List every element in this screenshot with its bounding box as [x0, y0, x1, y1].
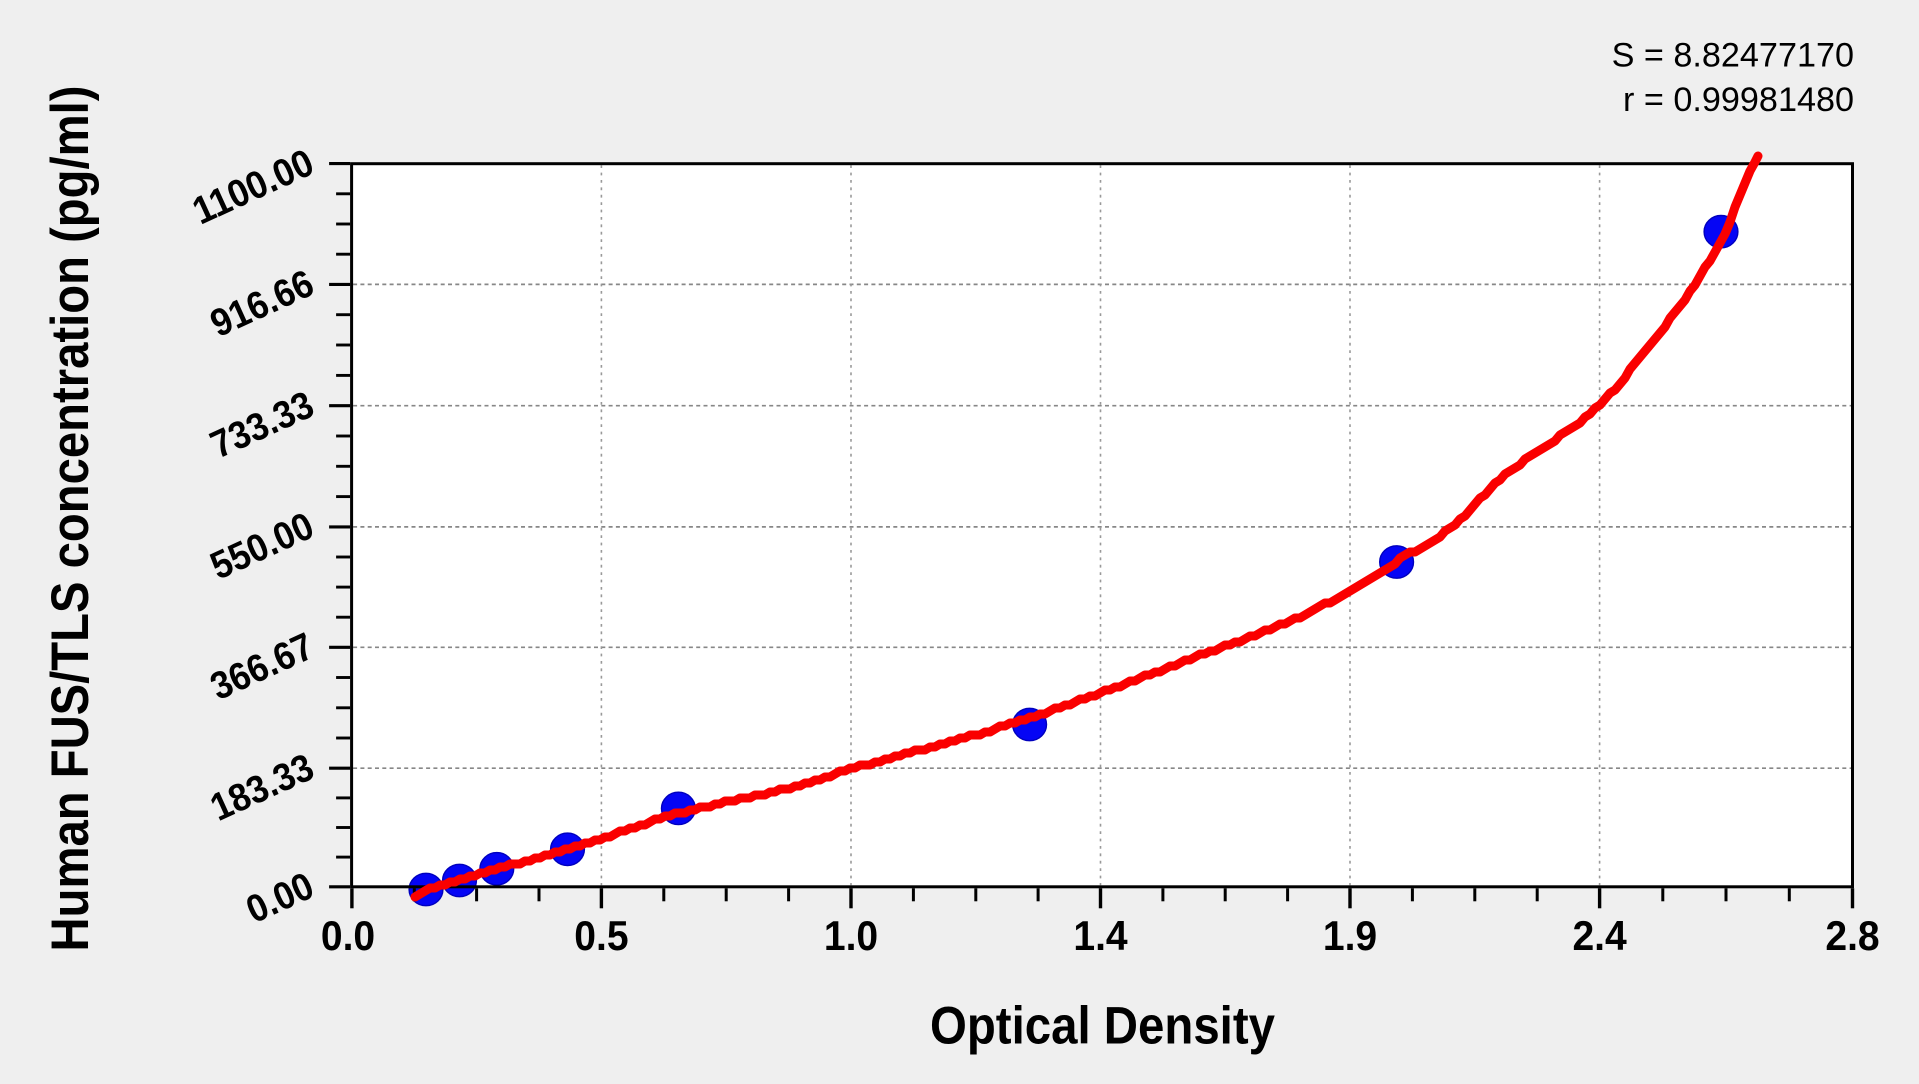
svg-text:S = 8.82477170: S = 8.82477170 [1612, 37, 1854, 75]
svg-text:1.9: 1.9 [1323, 912, 1377, 959]
svg-text:2.8: 2.8 [1825, 912, 1879, 959]
svg-text:1.4: 1.4 [1073, 912, 1128, 959]
svg-text:1.0: 1.0 [824, 912, 878, 959]
svg-text:0.5: 0.5 [574, 912, 628, 959]
svg-text:0.0: 0.0 [321, 912, 375, 959]
svg-text:Human FUS/TLS concentration (p: Human FUS/TLS concentration (pg/ml) [41, 86, 100, 952]
svg-text:Optical Density: Optical Density [930, 997, 1275, 1056]
svg-text:r = 0.99981480: r = 0.99981480 [1623, 81, 1854, 119]
svg-text:2.4: 2.4 [1572, 912, 1627, 959]
